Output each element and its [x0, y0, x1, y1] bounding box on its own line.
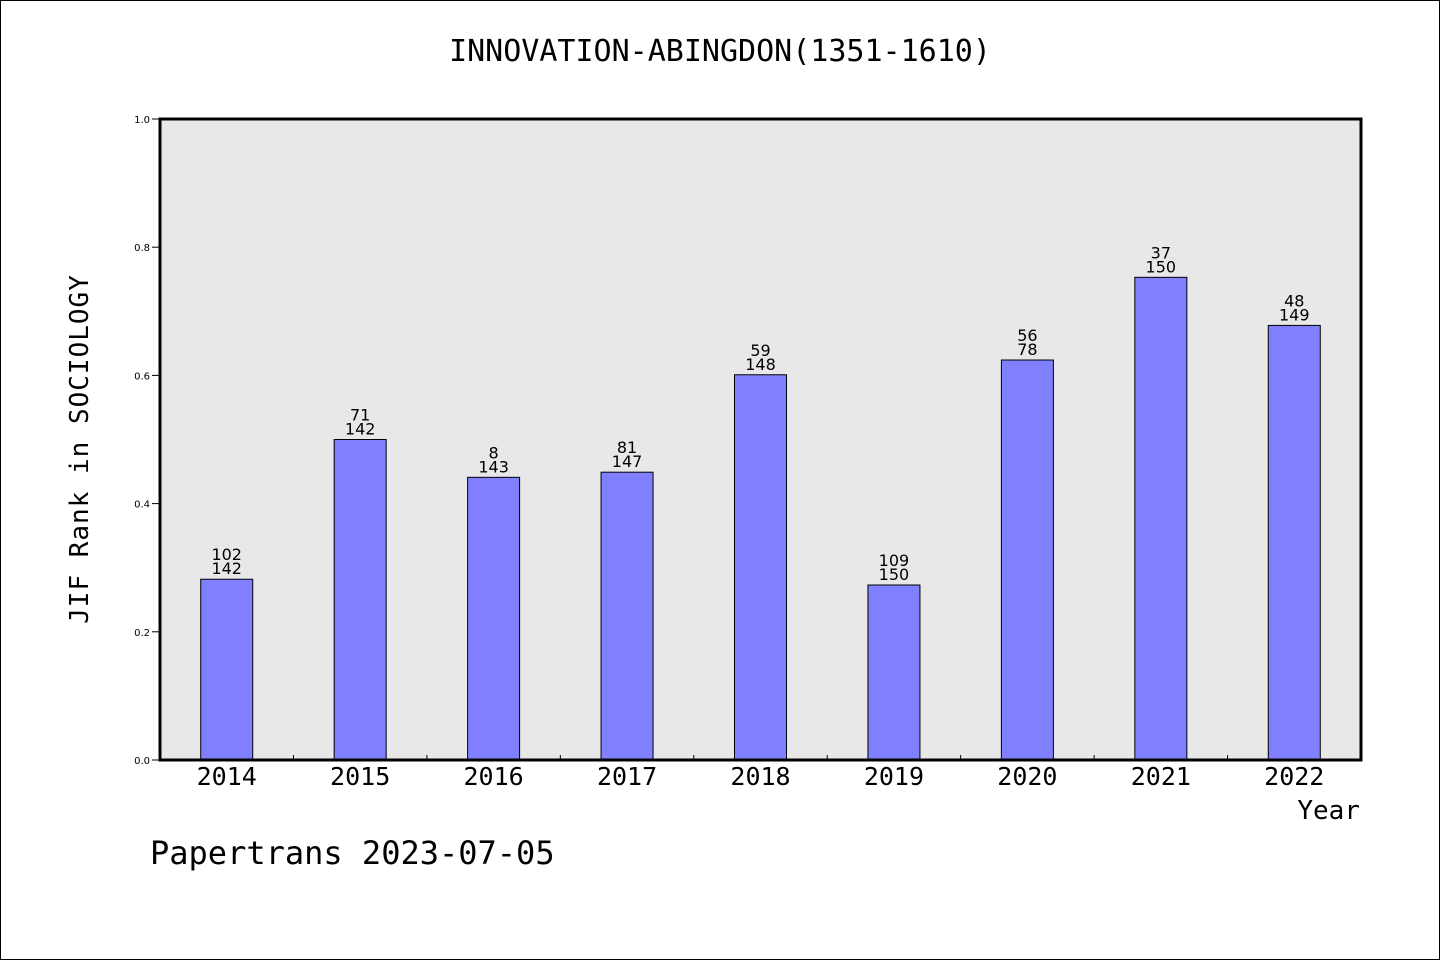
bar-label-total: 78	[1017, 340, 1037, 359]
bar-label-rank: 37	[1151, 243, 1171, 262]
bar-label-total: 142	[211, 559, 242, 578]
bar-2018	[734, 374, 787, 761]
x-tick-label: 2016	[464, 762, 524, 791]
bar-label-rank: 59	[750, 341, 770, 360]
bar-label-total: 150	[879, 565, 910, 584]
x-tick-label: 2021	[1131, 762, 1191, 791]
bar-2019	[867, 584, 921, 761]
footer-credit: Papertrans 2023-07-05	[150, 834, 555, 872]
data-labels-group: 1021427114281438114759148109150567837150…	[211, 243, 1309, 584]
y-tick-label: 0.2	[134, 628, 150, 639]
x-axis: 2014 2015 2016 2017 2018 2019 2020 2021 2022	[197, 755, 1324, 791]
bar-2022	[1267, 324, 1321, 761]
y-tick-label: 0.0	[134, 756, 150, 767]
bar-label-rank: 109	[879, 551, 910, 570]
bar-label-rank: 8	[489, 443, 499, 462]
x-tick-label: 2020	[997, 762, 1057, 791]
bar-label-total: 150	[1146, 257, 1177, 276]
bar-2014	[200, 578, 254, 761]
bar-label-rank: 56	[1017, 326, 1037, 345]
x-axis-title: Year	[1297, 796, 1360, 826]
y-tick-label: 0.8	[134, 243, 150, 254]
y-tick-label: 0.4	[134, 500, 150, 511]
bar-2020	[1000, 359, 1054, 761]
bar-label-total: 149	[1279, 305, 1310, 324]
x-tick-label: 2018	[730, 762, 790, 791]
y-axis: 0.0 0.2 0.4 0.6 0.8 1.0	[134, 115, 160, 767]
bar-label-total: 147	[612, 452, 643, 471]
y-tick-label: 1.0	[134, 115, 150, 126]
bar-2017	[600, 471, 654, 761]
bar-label-total: 148	[745, 355, 776, 374]
bar-label-rank: 48	[1284, 291, 1304, 310]
plot-border	[158, 117, 1363, 762]
bar-label-rank: 71	[350, 406, 370, 425]
bar-2015	[333, 439, 387, 761]
y-tick-label: 0.6	[134, 371, 150, 382]
bar-label-total: 142	[345, 420, 376, 439]
bars-group	[200, 276, 1321, 761]
bar-2021	[1134, 276, 1188, 761]
x-tick-label: 2014	[197, 762, 257, 791]
bar-label-rank: 102	[211, 545, 242, 564]
x-tick-label: 2015	[330, 762, 390, 791]
x-tick-label: 2019	[864, 762, 924, 791]
bar-label-rank: 81	[617, 438, 637, 457]
x-tick-label: 2017	[597, 762, 657, 791]
bar-label-total: 143	[478, 457, 509, 476]
bar-2016	[467, 476, 521, 761]
chart-title: INNOVATION-ABINGDON(1351-1610)	[449, 34, 991, 69]
x-tick-label: 2022	[1264, 762, 1324, 791]
